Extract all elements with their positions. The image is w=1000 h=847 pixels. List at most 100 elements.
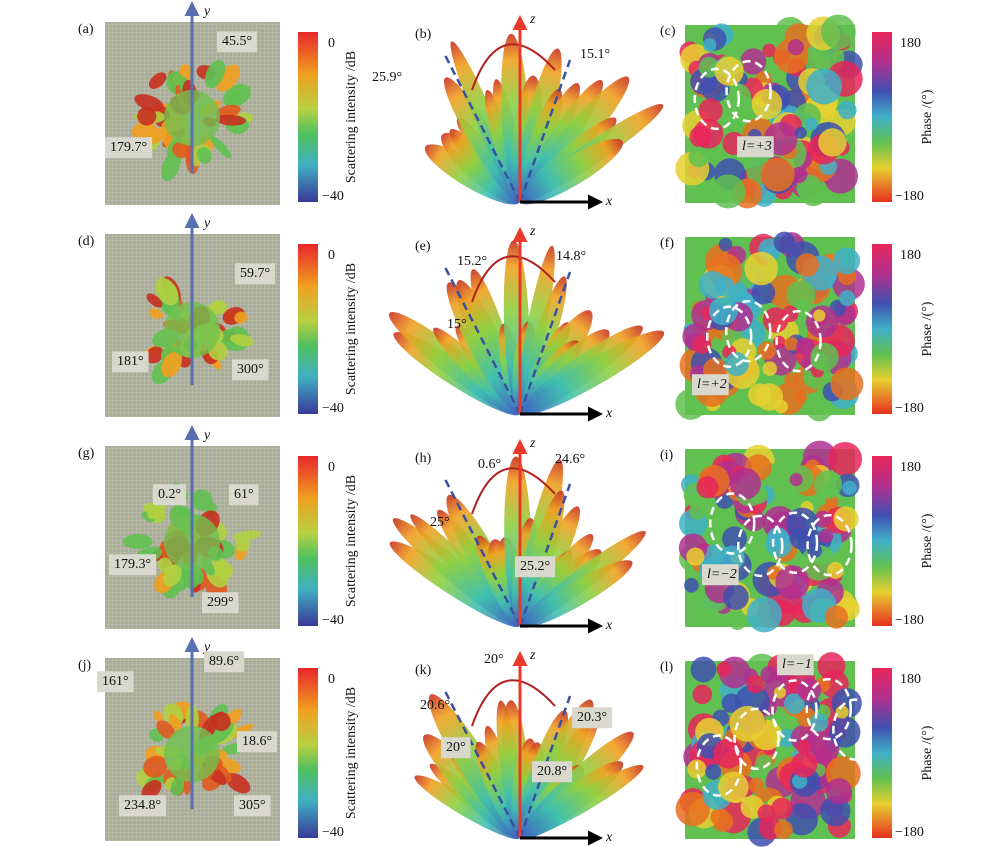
phase-blob bbox=[751, 280, 776, 305]
phase-blob bbox=[755, 754, 773, 773]
phase-blob bbox=[728, 612, 747, 631]
axis-label: y bbox=[202, 216, 211, 231]
lobe bbox=[161, 150, 181, 182]
lobe bbox=[230, 723, 253, 738]
lobe bbox=[519, 138, 623, 205]
phasebar-max: 180 bbox=[900, 248, 921, 263]
colorbar-max: 0 bbox=[328, 460, 335, 475]
phase-blob bbox=[718, 237, 733, 252]
phase-blob bbox=[755, 383, 784, 411]
phase-blob bbox=[795, 253, 819, 277]
axis-label: y bbox=[202, 640, 211, 655]
annotation-box bbox=[692, 374, 729, 396]
phase-blob bbox=[698, 56, 720, 78]
lobe bbox=[152, 710, 164, 722]
phase-blob bbox=[760, 157, 795, 192]
annotation: 234.8° bbox=[124, 798, 161, 813]
phase-blob bbox=[686, 547, 705, 566]
panel-label: (i) bbox=[660, 448, 674, 463]
phase-blob bbox=[809, 713, 829, 732]
phase-blob bbox=[746, 674, 765, 694]
panel-label: (e) bbox=[415, 239, 431, 254]
panel-label: (a) bbox=[78, 22, 94, 37]
annotation: 14.8° bbox=[556, 249, 586, 264]
annotation: 20.3° bbox=[577, 710, 607, 725]
vortex-ring bbox=[806, 513, 853, 577]
phase-blob bbox=[785, 803, 818, 836]
lobe bbox=[235, 537, 251, 552]
vortex-ring bbox=[805, 677, 852, 741]
phase-blob bbox=[789, 527, 811, 550]
vortex-ring bbox=[725, 299, 772, 363]
vortex-ring bbox=[693, 67, 741, 131]
phase-blob bbox=[698, 98, 723, 123]
phase-blob bbox=[784, 693, 805, 714]
colorbar bbox=[298, 244, 318, 414]
phase-blob bbox=[825, 778, 852, 805]
annotation: l=+3 bbox=[742, 139, 772, 154]
phase-blob bbox=[842, 480, 857, 496]
lobe bbox=[204, 59, 226, 89]
phase-blob bbox=[775, 565, 810, 600]
angle-arc bbox=[471, 255, 556, 303]
annotation-box bbox=[229, 484, 259, 506]
lobe bbox=[145, 346, 164, 364]
phase-blob bbox=[796, 337, 815, 356]
colorbar-max: 0 bbox=[328, 672, 335, 687]
phasebar-min: −180 bbox=[895, 189, 924, 204]
lobe bbox=[156, 720, 176, 739]
annotation: 179.3° bbox=[114, 557, 151, 572]
phase-blob bbox=[684, 578, 699, 593]
colorbar-min: −40 bbox=[322, 825, 344, 840]
annotation-box bbox=[737, 136, 774, 158]
colorbar-max: 0 bbox=[328, 36, 335, 51]
phase-blob bbox=[773, 686, 787, 699]
phasebar bbox=[872, 244, 892, 414]
phase-blob bbox=[692, 684, 713, 705]
dashed-line bbox=[443, 690, 572, 839]
vortex-ring bbox=[736, 514, 784, 578]
annotation: 24.6° bbox=[555, 452, 585, 467]
phase-blob bbox=[774, 820, 793, 840]
axis-label: y bbox=[202, 4, 211, 19]
lobe bbox=[169, 714, 182, 733]
lobe bbox=[519, 764, 644, 840]
vortex-ring bbox=[709, 492, 756, 555]
phase-blob bbox=[757, 341, 776, 360]
phasebar-max: 180 bbox=[900, 672, 921, 687]
phase-blob bbox=[837, 100, 857, 120]
annotation-box bbox=[235, 263, 276, 285]
phase-blob bbox=[818, 128, 847, 157]
axis-label: z bbox=[529, 12, 536, 27]
phase-blob bbox=[778, 488, 795, 505]
annotation: 89.6° bbox=[209, 654, 239, 669]
annotation-box bbox=[702, 564, 739, 586]
annotation: 161° bbox=[102, 674, 129, 689]
axis-label: x bbox=[605, 406, 613, 421]
vortex-ring bbox=[771, 511, 819, 575]
annotation: l=−1 bbox=[782, 657, 812, 672]
phase-blob bbox=[828, 441, 863, 476]
phase-blob bbox=[810, 351, 829, 370]
phase-blob bbox=[722, 584, 749, 611]
panel-label: (d) bbox=[78, 234, 95, 249]
phase-blob bbox=[833, 506, 859, 532]
lobe bbox=[122, 534, 153, 550]
annotation-box bbox=[202, 592, 239, 614]
vortex-ring bbox=[705, 305, 753, 368]
phase-blob bbox=[794, 126, 807, 139]
lobe bbox=[179, 64, 192, 78]
panel-label: (g) bbox=[78, 446, 95, 461]
annotation: 20° bbox=[484, 652, 504, 667]
phase-blob bbox=[807, 543, 822, 559]
colorbar bbox=[298, 668, 318, 838]
lobe bbox=[210, 135, 232, 159]
lobe bbox=[172, 141, 191, 159]
phase-blob bbox=[702, 38, 717, 52]
annotation: 20° bbox=[446, 740, 466, 755]
annotation: 305° bbox=[239, 798, 266, 813]
phase-blob bbox=[751, 88, 783, 120]
annotation: 179.7° bbox=[110, 140, 147, 155]
